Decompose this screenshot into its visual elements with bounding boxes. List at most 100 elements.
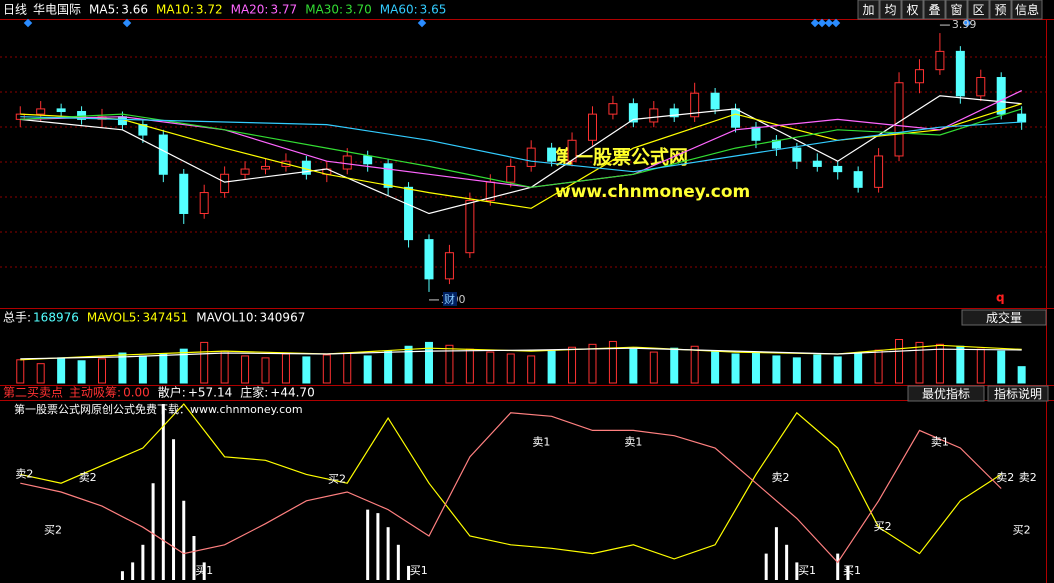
candle-body: [179, 173, 189, 214]
candle-body: [158, 134, 168, 175]
candle-body: [628, 103, 638, 123]
volume-bar: [690, 345, 699, 384]
legend-value: 340967: [260, 311, 306, 325]
button[interactable]: 窗: [950, 3, 962, 17]
button-bg: [907, 385, 985, 402]
diamond: [23, 18, 33, 28]
volume-bar: [220, 350, 229, 384]
candle-body: [547, 147, 557, 162]
button[interactable]: 区: [972, 3, 984, 17]
volume-bar: [404, 345, 413, 384]
period: 日线: [3, 3, 27, 17]
candle-body: [669, 108, 679, 118]
volume-bar: [261, 357, 270, 384]
volume-title: 总手:: [3, 311, 31, 325]
volume-bar: [200, 341, 209, 384]
volume-bar: [159, 353, 168, 384]
volume-bar: [384, 350, 393, 384]
signal: 买2: [328, 473, 346, 486]
candle-body: [587, 113, 597, 141]
line: [20, 116, 1022, 173]
volume-bar: [98, 358, 107, 384]
legend-name: MAVOL10:: [196, 311, 257, 325]
signal: 买2: [874, 520, 892, 533]
volume-bar: [649, 351, 658, 384]
signal: 买1: [195, 564, 213, 577]
volume-bar: [711, 350, 720, 384]
button[interactable]: 指标说明: [994, 386, 1042, 401]
legend-name: MA30:: [305, 3, 343, 17]
button[interactable]: 最优指标: [922, 386, 970, 401]
legend-name: MAVOL5:: [87, 311, 141, 325]
signal: 卖2: [79, 471, 97, 484]
candle-body: [976, 77, 986, 97]
volume-bar: [16, 359, 25, 384]
volume-bar: [935, 343, 944, 384]
candle-body: [608, 103, 618, 115]
signal: 卖1: [532, 436, 550, 449]
volume-bar: [629, 348, 638, 384]
signal: 买1: [798, 564, 816, 577]
candle-body: [261, 165, 270, 170]
button[interactable]: 成交量: [986, 310, 1022, 325]
candle-body: [199, 192, 209, 214]
line: [20, 347, 1022, 360]
candle-body: [914, 69, 924, 84]
volume-bar: [506, 353, 515, 384]
candle-body: [690, 92, 700, 118]
volume-bar: [445, 344, 454, 384]
volume-bar: [241, 355, 250, 384]
readout-name: 主动吸筹:: [69, 386, 121, 400]
candle-body: [874, 155, 884, 188]
button[interactable]: 权: [906, 3, 918, 17]
button-bg: [961, 309, 1047, 326]
volume-bar: [363, 355, 372, 384]
candle-body: [506, 165, 516, 183]
volume-bar: [179, 348, 188, 384]
legend-name: MA20:: [231, 3, 269, 17]
legend-value: 3.72: [196, 3, 223, 17]
candle-body: [955, 50, 965, 97]
volume-bar: [751, 351, 760, 384]
candle-body: [36, 108, 46, 115]
volume-bar: [527, 355, 536, 384]
button[interactable]: 信息: [1015, 2, 1039, 17]
tag-bg: [442, 292, 457, 306]
button-bg: [1011, 0, 1043, 20]
button[interactable]: 均: [884, 3, 896, 17]
stock-name: 华电国际: [33, 3, 81, 17]
line: [20, 403, 1002, 560]
volume-bar: [77, 360, 86, 384]
volume-bar: [854, 353, 863, 384]
legend-name: MA10:: [156, 3, 194, 17]
candle-body: [465, 199, 475, 254]
button-bg: [967, 0, 990, 20]
volume-bar: [118, 352, 127, 384]
line: [20, 103, 1022, 209]
candle-body: [526, 147, 536, 167]
button[interactable]: 预: [994, 3, 1006, 17]
button[interactable]: 叠: [928, 3, 940, 17]
line: [20, 95, 1022, 215]
readout-value: 0.00: [123, 386, 150, 400]
volume-bar: [1017, 366, 1026, 384]
button[interactable]: 加: [862, 3, 874, 17]
volume-value: 168976: [33, 311, 79, 325]
layout: [0, 18, 1054, 583]
indicator-subtitle: 第一股票公式网原创公式免费下载：www.chnmoney.com: [14, 402, 303, 416]
candle-body: [342, 155, 352, 170]
candle-body: [792, 147, 802, 162]
candle-body: [731, 108, 741, 128]
volume-bar: [486, 351, 495, 384]
candle-body: [710, 92, 720, 110]
signal: 卖2: [1019, 471, 1037, 484]
volume-bar: [731, 353, 740, 384]
volume-bar: [588, 343, 597, 384]
candle-body: [444, 252, 454, 280]
candle-body: [812, 160, 822, 167]
diamond: [122, 18, 132, 28]
volume-bar: [874, 349, 883, 384]
volume-bar: [833, 356, 842, 384]
